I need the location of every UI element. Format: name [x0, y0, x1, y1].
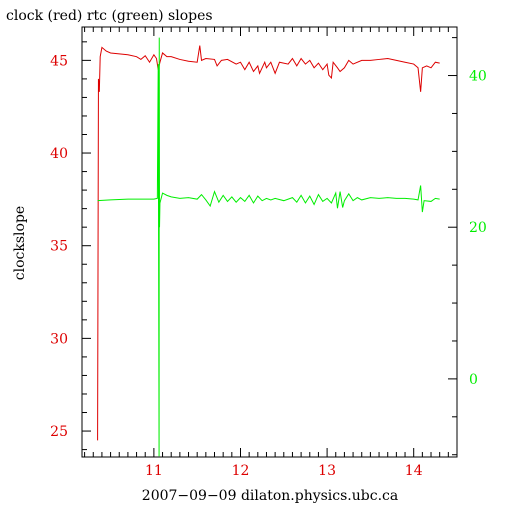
axis-ticks: [82, 27, 457, 457]
x-axis-label: 2007−09−09 dilaton.physics.ubc.ca: [142, 488, 398, 504]
x-tick-label: 12: [232, 463, 250, 479]
y-left-tick-label: 40: [50, 146, 68, 162]
series-group: [97, 37, 440, 457]
x-tick-label: 14: [405, 463, 423, 479]
series-line-rtc: [97, 37, 440, 457]
y-right-tick-label: 20: [469, 220, 487, 236]
series-line-clock: [97, 45, 440, 441]
y-left-tick-label: 35: [50, 239, 68, 255]
y-axis-label: clockslope: [12, 206, 28, 280]
y-right-tick-label: 40: [469, 69, 487, 85]
y-left-tick-label: 30: [50, 331, 68, 347]
plot-frame: [81, 26, 458, 458]
axis-tick-labels: 11 12 13 14 25 30 35 40 45 0 20 40: [50, 53, 487, 479]
y-right-tick-label: 0: [469, 372, 478, 388]
chart-title: clock (red) rtc (green) slopes: [6, 8, 213, 24]
x-tick-label: 13: [318, 463, 336, 479]
y-left-tick-label: 45: [50, 53, 68, 69]
x-tick-label: 11: [145, 463, 163, 479]
y-left-tick-label: 25: [50, 424, 68, 440]
